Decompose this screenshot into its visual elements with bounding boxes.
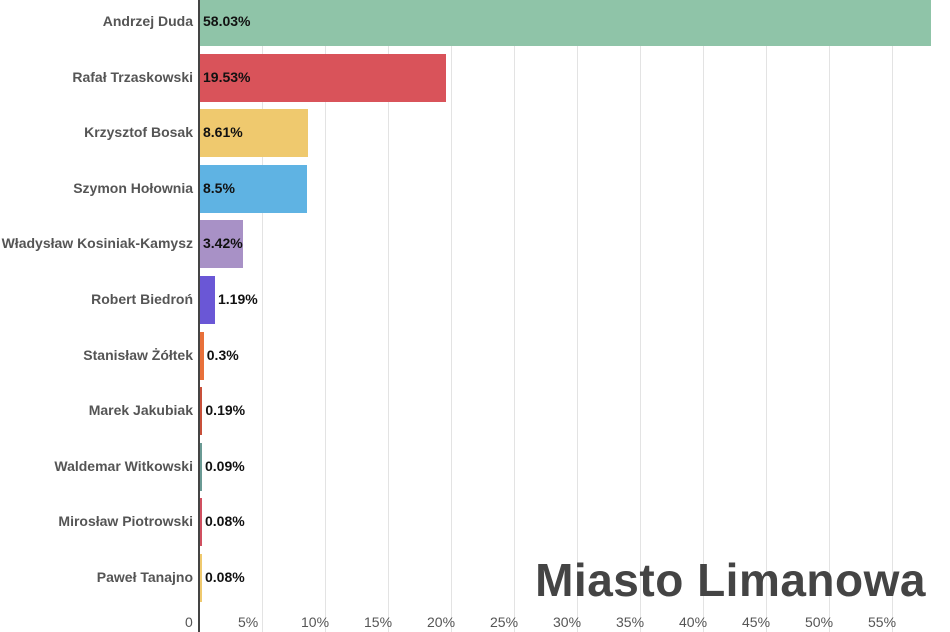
bar-value-label: 3.42% [203, 235, 243, 252]
x-tick-label: 5% [238, 614, 259, 630]
bar [200, 53, 447, 102]
gridline [262, 0, 263, 632]
bar-value-label: 0.3% [206, 346, 239, 363]
bar-value-label: 1.19% [217, 291, 258, 307]
x-tick-label: 55% [868, 614, 897, 630]
bar [200, 109, 309, 158]
category-label: Robert Biedroń [91, 291, 193, 307]
bar [200, 554, 202, 602]
x-tick-label: 35% [616, 614, 645, 630]
bar [200, 276, 215, 324]
category-label: Andrzej Duda [102, 13, 193, 29]
x-tick-label: 50% [805, 614, 834, 630]
category-label: Krzysztof Bosak [84, 124, 193, 141]
category-label: Paweł Tanajno [96, 569, 193, 585]
chart-title: Miasto Limanowa [535, 554, 926, 606]
category-label: Stanisław Żółtek [83, 346, 193, 363]
bar-value-label: 0.08% [205, 513, 245, 530]
bar [200, 442, 202, 491]
bar [200, 331, 204, 380]
category-label: Rafał Trzaskowski [72, 68, 193, 85]
category-label: Władysław Kosiniak-Kamysz [1, 235, 193, 252]
x-tick-label: 40% [679, 614, 708, 630]
gridline [325, 0, 326, 632]
gridline [640, 0, 641, 632]
gridline [577, 0, 578, 632]
gridline [451, 0, 452, 632]
x-tick-label: 20% [427, 614, 456, 630]
category-label: Mirosław Piotrowski [58, 513, 193, 530]
bar-value-label: 0.08% [205, 569, 245, 585]
gridline [703, 0, 704, 632]
bar-value-label: 58.03% [203, 13, 251, 29]
bar-value-label: 0.09% [205, 457, 245, 474]
bar [200, 387, 203, 436]
x-tick-label: 10% [301, 614, 330, 630]
category-label: Marek Jakubiak [88, 402, 193, 419]
bar [200, 220, 244, 269]
bar-value-label: 8.61% [203, 124, 243, 141]
bar-value-label: 19.53% [203, 68, 251, 85]
x-tick-label: 25% [490, 614, 519, 630]
bar-value-label: 8.5% [203, 179, 235, 196]
bar [200, 498, 202, 547]
gridline [766, 0, 767, 632]
bar [200, 164, 308, 213]
gridline [388, 0, 389, 632]
category-label: Szymon Hołownia [73, 179, 193, 196]
bar [200, 0, 932, 46]
gridline [514, 0, 515, 632]
x-tick-label: 15% [364, 614, 393, 630]
bar-value-label: 0.19% [205, 402, 246, 419]
x-tick-label: 45% [742, 614, 771, 630]
x-tick-label: 30% [553, 614, 582, 630]
category-label: Waldemar Witkowski [54, 457, 193, 474]
gridline [892, 0, 893, 632]
x-tick-label: 0 [185, 614, 193, 630]
y-axis-line [198, 0, 200, 632]
gridline [829, 0, 830, 632]
